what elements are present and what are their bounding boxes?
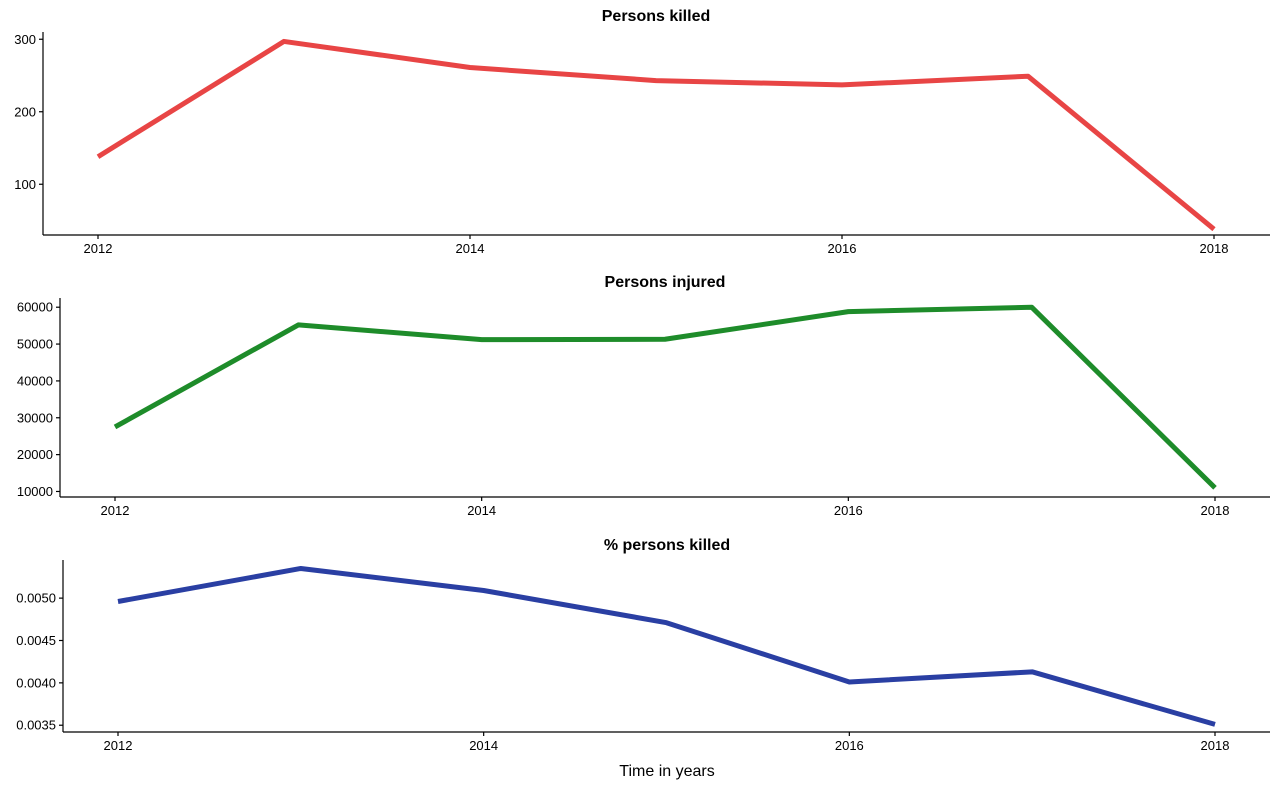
y-tick-label: 0.0045 — [16, 633, 56, 648]
x-tick-label: 2018 — [1200, 241, 1229, 256]
y-tick-label: 10000 — [17, 484, 53, 499]
x-tick-label: 2012 — [104, 738, 133, 753]
y-tick-label: 0.0040 — [16, 675, 56, 690]
x-axis-title: Time in years — [619, 763, 714, 780]
y-tick-label: 40000 — [17, 373, 53, 388]
y-tick-label: 100 — [14, 177, 36, 192]
y-tick-label: 0.0035 — [16, 718, 56, 733]
y-tick-label: 20000 — [17, 447, 53, 462]
x-tick-label: 2012 — [101, 503, 130, 518]
y-tick-label: 30000 — [17, 410, 53, 425]
x-tick-label: 2018 — [1201, 503, 1230, 518]
y-tick-label: 200 — [14, 104, 36, 119]
x-tick-label: 2014 — [467, 503, 496, 518]
x-tick-label: 2016 — [835, 738, 864, 753]
panel-title: % persons killed — [604, 537, 730, 554]
y-tick-label: 60000 — [17, 300, 53, 315]
y-tick-label: 300 — [14, 32, 36, 47]
series-line — [113, 304, 1217, 490]
x-tick-label: 2014 — [456, 241, 485, 256]
series-line — [96, 38, 1216, 232]
y-tick-label: 50000 — [17, 337, 53, 352]
panel-title: Persons injured — [605, 274, 726, 291]
x-tick-label: 2014 — [469, 738, 498, 753]
panel-title: Persons killed — [602, 8, 711, 25]
x-tick-label: 2016 — [828, 241, 857, 256]
series-line — [117, 565, 1216, 727]
x-tick-label: 2018 — [1201, 738, 1230, 753]
panel-persons-killed: Persons killed 100 200 300 2012 2014 2016 2018 — [14, 8, 1270, 256]
panel-percent-persons-killed: % persons killed 0.0035 0.0040 0.0045 0.005… — [16, 537, 1270, 753]
y-tick-label: 0.0050 — [16, 591, 56, 606]
x-tick-label: 2016 — [834, 503, 863, 518]
x-tick-label: 2012 — [84, 241, 113, 256]
panel-persons-injured: Persons injured 10000 20000 30000 40000 5000… — [17, 274, 1270, 518]
